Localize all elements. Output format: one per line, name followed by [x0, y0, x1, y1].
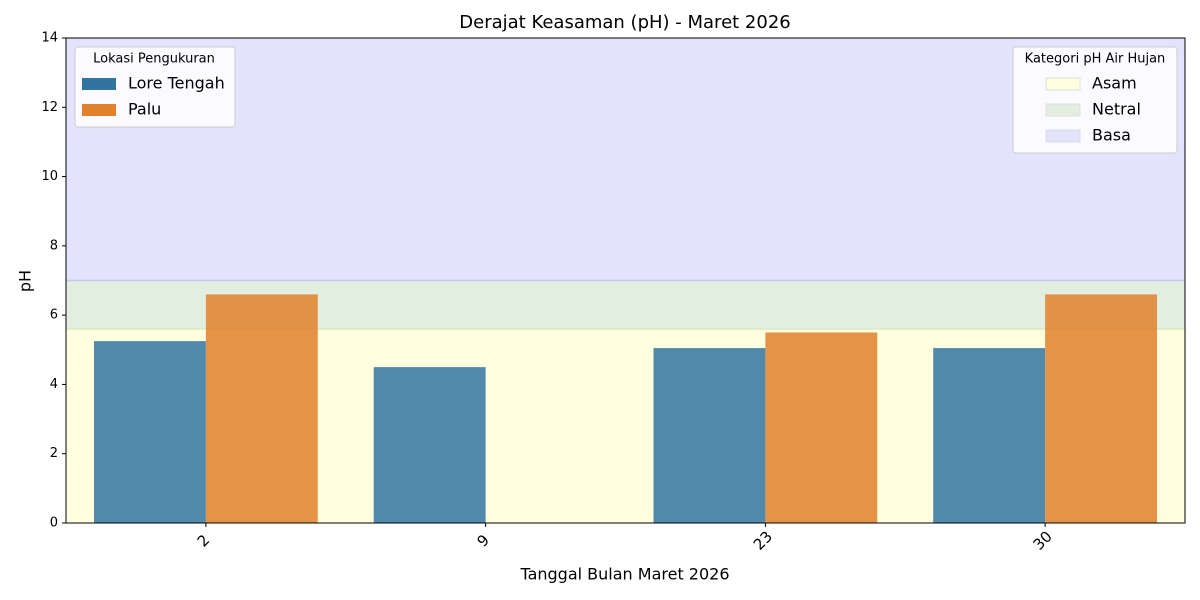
x-tick-label: 2 [194, 531, 213, 550]
bar [653, 348, 766, 523]
y-tick-label: 4 [50, 377, 58, 392]
legend-swatch [82, 104, 116, 116]
x-axis-label: Tanggal Bulan Maret 2026 [519, 565, 729, 584]
legend-swatch [1045, 103, 1081, 117]
bar [205, 294, 318, 523]
legend-label: Netral [1092, 100, 1141, 119]
bar [93, 341, 206, 523]
y-tick-label: 12 [41, 100, 58, 115]
bar [373, 367, 486, 523]
y-tick-label: 6 [50, 308, 58, 323]
y-tick-label: 14 [41, 31, 58, 46]
x-tick-label: 9 [474, 531, 493, 550]
legend-box [1012, 46, 1178, 154]
x-tick-label: 30 [1030, 528, 1056, 554]
legend-title: Kategori pH Air Hujan [1025, 52, 1166, 67]
y-tick-label: 2 [50, 446, 58, 461]
legend-swatch [1045, 77, 1081, 91]
legend-swatch [82, 78, 116, 90]
legend-label: Lore Tengah [128, 74, 225, 93]
plot-frame [65, 37, 1186, 524]
legend-label: Asam [1092, 74, 1137, 93]
y-axis-label: pH [16, 270, 35, 292]
ph-band [66, 38, 1185, 281]
chart-title: Derajat Keasaman (pH) - Maret 2026 [459, 12, 790, 33]
legend-label: Basa [1092, 126, 1131, 145]
legend-title: Lokasi Pengukuran [93, 52, 215, 67]
bar [765, 332, 878, 523]
y-tick-label: 10 [41, 169, 58, 184]
x-tick-label: 23 [750, 528, 776, 554]
y-tick-label: 8 [50, 238, 58, 253]
legend-swatch [1045, 129, 1081, 143]
y-tick-label: 0 [50, 516, 58, 531]
bar [1045, 294, 1158, 523]
legend-label: Palu [128, 100, 161, 119]
bar [933, 348, 1046, 523]
